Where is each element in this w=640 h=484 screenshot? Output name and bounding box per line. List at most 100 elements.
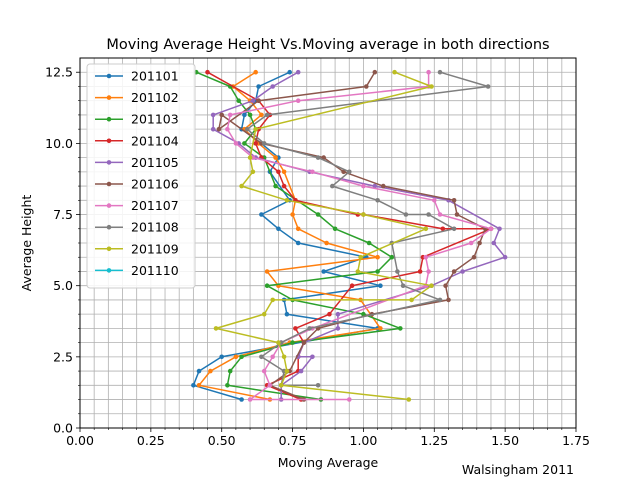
data-point (451, 269, 457, 274)
data-point (335, 326, 341, 331)
data-point (273, 155, 278, 160)
data-point (310, 354, 315, 360)
data-point (485, 84, 491, 89)
data-point (327, 311, 332, 317)
data-point (270, 84, 276, 89)
data-point (443, 283, 448, 289)
data-point (361, 212, 366, 217)
legend-label: 201102 (131, 90, 179, 105)
data-point (347, 397, 352, 402)
data-point (219, 354, 224, 360)
y-tick-label: 7.5 (53, 207, 73, 222)
legend-box (86, 63, 196, 289)
data-point (244, 126, 250, 132)
legend-item: 201110 (95, 263, 179, 278)
data-point (264, 269, 270, 274)
data-point (460, 269, 465, 274)
x-tick-label: 1.50 (491, 433, 519, 448)
series-201106 (216, 69, 488, 402)
data-point (341, 169, 346, 175)
legend-item: 201101 (95, 69, 179, 84)
data-point (301, 340, 307, 345)
data-point (361, 183, 366, 189)
data-point (293, 326, 298, 331)
legend-marker (106, 181, 112, 187)
data-point (349, 283, 355, 289)
data-point (298, 368, 304, 374)
data-point (284, 198, 290, 203)
series-line (246, 71, 489, 387)
data-point (284, 368, 290, 374)
data-point (347, 169, 352, 175)
legend-label: 201110 (131, 263, 179, 278)
legend-marker (106, 203, 112, 208)
data-point (366, 240, 372, 246)
y-tick-label: 0.0 (53, 421, 73, 436)
data-point (219, 112, 224, 118)
data-point (423, 226, 429, 232)
data-point (281, 183, 287, 189)
data-point (264, 112, 270, 118)
data-point (259, 354, 264, 360)
legend-item: 201106 (95, 177, 179, 192)
data-point (256, 84, 261, 89)
data-point (471, 254, 477, 260)
data-point (355, 269, 361, 274)
data-point (278, 383, 284, 388)
data-point (191, 383, 196, 388)
data-point (324, 240, 329, 246)
data-point (315, 212, 321, 217)
legend-label: 201107 (131, 198, 179, 213)
legend-item: 201103 (95, 112, 179, 127)
x-tick-label: 1.00 (350, 433, 378, 448)
data-point (502, 254, 508, 260)
data-point (208, 368, 213, 374)
legend-marker (106, 73, 112, 79)
data-point (247, 397, 253, 402)
data-point (307, 326, 312, 331)
data-point (295, 69, 301, 75)
data-point (437, 212, 443, 217)
y-tick-label: 2.5 (53, 349, 73, 364)
legend-marker (106, 138, 112, 144)
legend-marker (106, 160, 112, 165)
data-point (321, 155, 327, 160)
data-point (281, 354, 287, 360)
data-point (210, 126, 216, 132)
chart-title: Moving Average Height Vs.Moving average … (106, 37, 549, 53)
x-tick-label: 0.00 (66, 433, 94, 448)
source-annotation: Walsingham 2011 (462, 462, 574, 477)
ticks: 0.00 0.25 0.50 0.75 1.00 1.25 1.50 1.75 0.0 2.5 5.… (45, 65, 590, 448)
data-point (426, 269, 431, 274)
data-point (381, 183, 386, 189)
data-point (236, 98, 241, 103)
legend-item: 201108 (95, 220, 179, 235)
data-point (196, 383, 202, 388)
data-point (395, 269, 400, 274)
data-point (389, 254, 395, 260)
legend-item: 201109 (95, 241, 179, 256)
data-point (216, 126, 222, 132)
data-point (398, 326, 403, 331)
data-point (239, 397, 244, 402)
data-point (270, 354, 276, 360)
x-tick-label: 0.50 (208, 433, 236, 448)
data-point (205, 69, 210, 75)
data-point (423, 254, 429, 260)
data-point (276, 226, 281, 232)
legend-item: 201102 (95, 90, 179, 105)
data-point (315, 383, 321, 388)
data-point (364, 84, 369, 89)
legend-label: 201106 (131, 177, 179, 192)
data-point (253, 126, 258, 132)
data-point (437, 297, 443, 303)
data-point (406, 397, 412, 402)
data-point (242, 141, 247, 146)
data-point (497, 226, 502, 232)
data-point (468, 240, 474, 246)
legend-label: 201108 (131, 220, 179, 235)
data-point (259, 212, 264, 217)
data-point (281, 169, 287, 175)
data-point (295, 98, 301, 103)
